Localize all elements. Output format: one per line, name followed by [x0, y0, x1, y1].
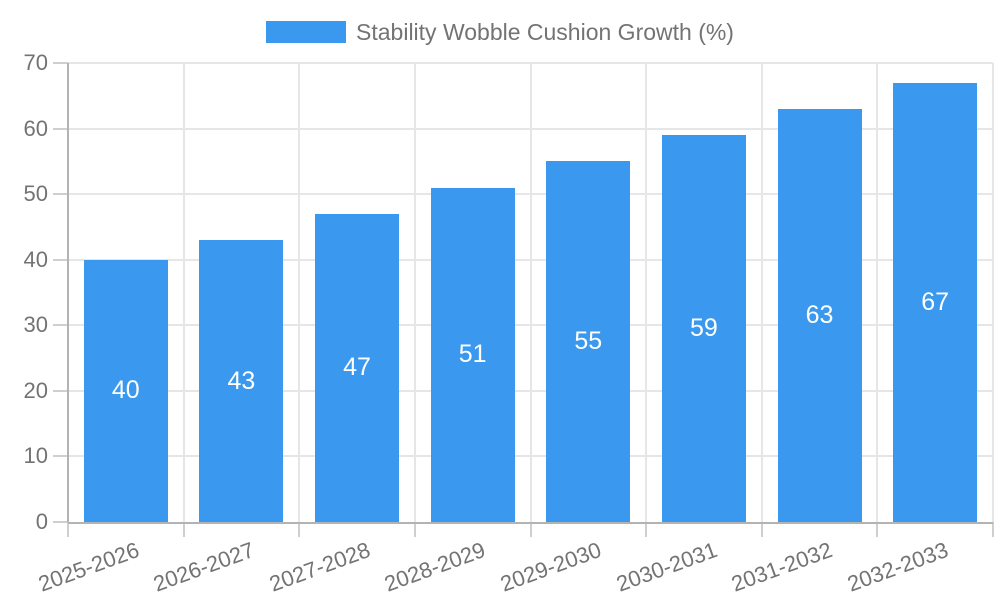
gridline-vertical: [413, 63, 416, 522]
bar[interactable]: 55: [546, 161, 631, 522]
bar[interactable]: 43: [199, 240, 284, 522]
gridline-vertical: [645, 63, 648, 522]
x-axis-tick: [992, 522, 994, 537]
gridline-vertical: [182, 63, 185, 522]
legend-swatch-icon: [266, 21, 347, 43]
x-tick-label: 2029-2030: [497, 537, 605, 597]
x-axis-tick: [413, 522, 416, 537]
bar[interactable]: 67: [893, 82, 978, 522]
y-tick-label: 30: [23, 312, 48, 338]
bar-value-label: 51: [458, 340, 487, 369]
y-tick-label: 50: [23, 181, 48, 207]
y-tick-label: 0: [35, 509, 48, 534]
bar-value-label: 63: [805, 300, 834, 329]
y-tick-label: 20: [23, 377, 48, 403]
bar-value-label: 47: [343, 353, 371, 382]
x-tick-label: 2025-2026: [34, 537, 143, 597]
bar[interactable]: 59: [661, 135, 746, 522]
y-axis-tick: [53, 324, 68, 327]
legend-item[interactable]: Stability Wobble Cushion Growth (%): [266, 18, 734, 46]
bar-value-label: 59: [690, 314, 718, 343]
x-axis-tick: [298, 522, 301, 537]
x-tick-label: 2030-2031: [612, 537, 721, 597]
y-axis-tick: [53, 455, 68, 458]
chart-legend: Stability Wobble Cushion Growth (%): [0, 18, 1000, 46]
legend-label: Stability Wobble Cushion Growth (%): [356, 19, 734, 45]
y-axis-tick: [53, 521, 68, 523]
x-axis-tick: [760, 522, 763, 537]
bar[interactable]: 63: [777, 108, 862, 522]
bar-value-label: 67: [921, 287, 950, 316]
bar[interactable]: 40: [83, 259, 168, 522]
y-tick-label: 70: [23, 50, 48, 75]
x-tick-label: 2028-2029: [381, 537, 489, 597]
x-axis-tick: [876, 522, 879, 537]
y-tick-label: 60: [23, 115, 48, 141]
y-tick-label: 10: [23, 443, 48, 469]
bar-value-label: 55: [574, 327, 603, 356]
x-tick-label: 2032-2033: [843, 537, 952, 597]
y-axis-tick: [53, 127, 68, 130]
x-axis-line: [68, 522, 993, 524]
y-axis-tick: [53, 389, 68, 392]
y-axis-tick: [53, 62, 68, 64]
y-tick-label: 40: [23, 246, 48, 272]
bar[interactable]: 51: [430, 187, 515, 522]
gridline-vertical: [298, 63, 301, 522]
x-axis-tick: [529, 522, 532, 537]
gridline-vertical: [992, 63, 994, 522]
x-axis-tick: [645, 522, 648, 537]
x-tick-label: 2031-2032: [728, 537, 836, 597]
bar-value-label: 43: [227, 366, 256, 395]
x-axis-tick: [182, 522, 185, 537]
y-axis-tick: [53, 258, 68, 261]
y-axis-line: [67, 63, 69, 522]
gridline-vertical: [760, 63, 763, 522]
gridline-vertical: [876, 63, 879, 522]
y-axis-tick: [53, 193, 68, 196]
x-axis-tick: [67, 522, 69, 537]
bar-value-label: 40: [111, 376, 140, 405]
x-tick-label: 2027-2028: [265, 537, 374, 597]
gridline-vertical: [529, 63, 532, 522]
x-tick-label: 2026-2027: [150, 537, 258, 597]
bar[interactable]: 47: [315, 213, 400, 522]
